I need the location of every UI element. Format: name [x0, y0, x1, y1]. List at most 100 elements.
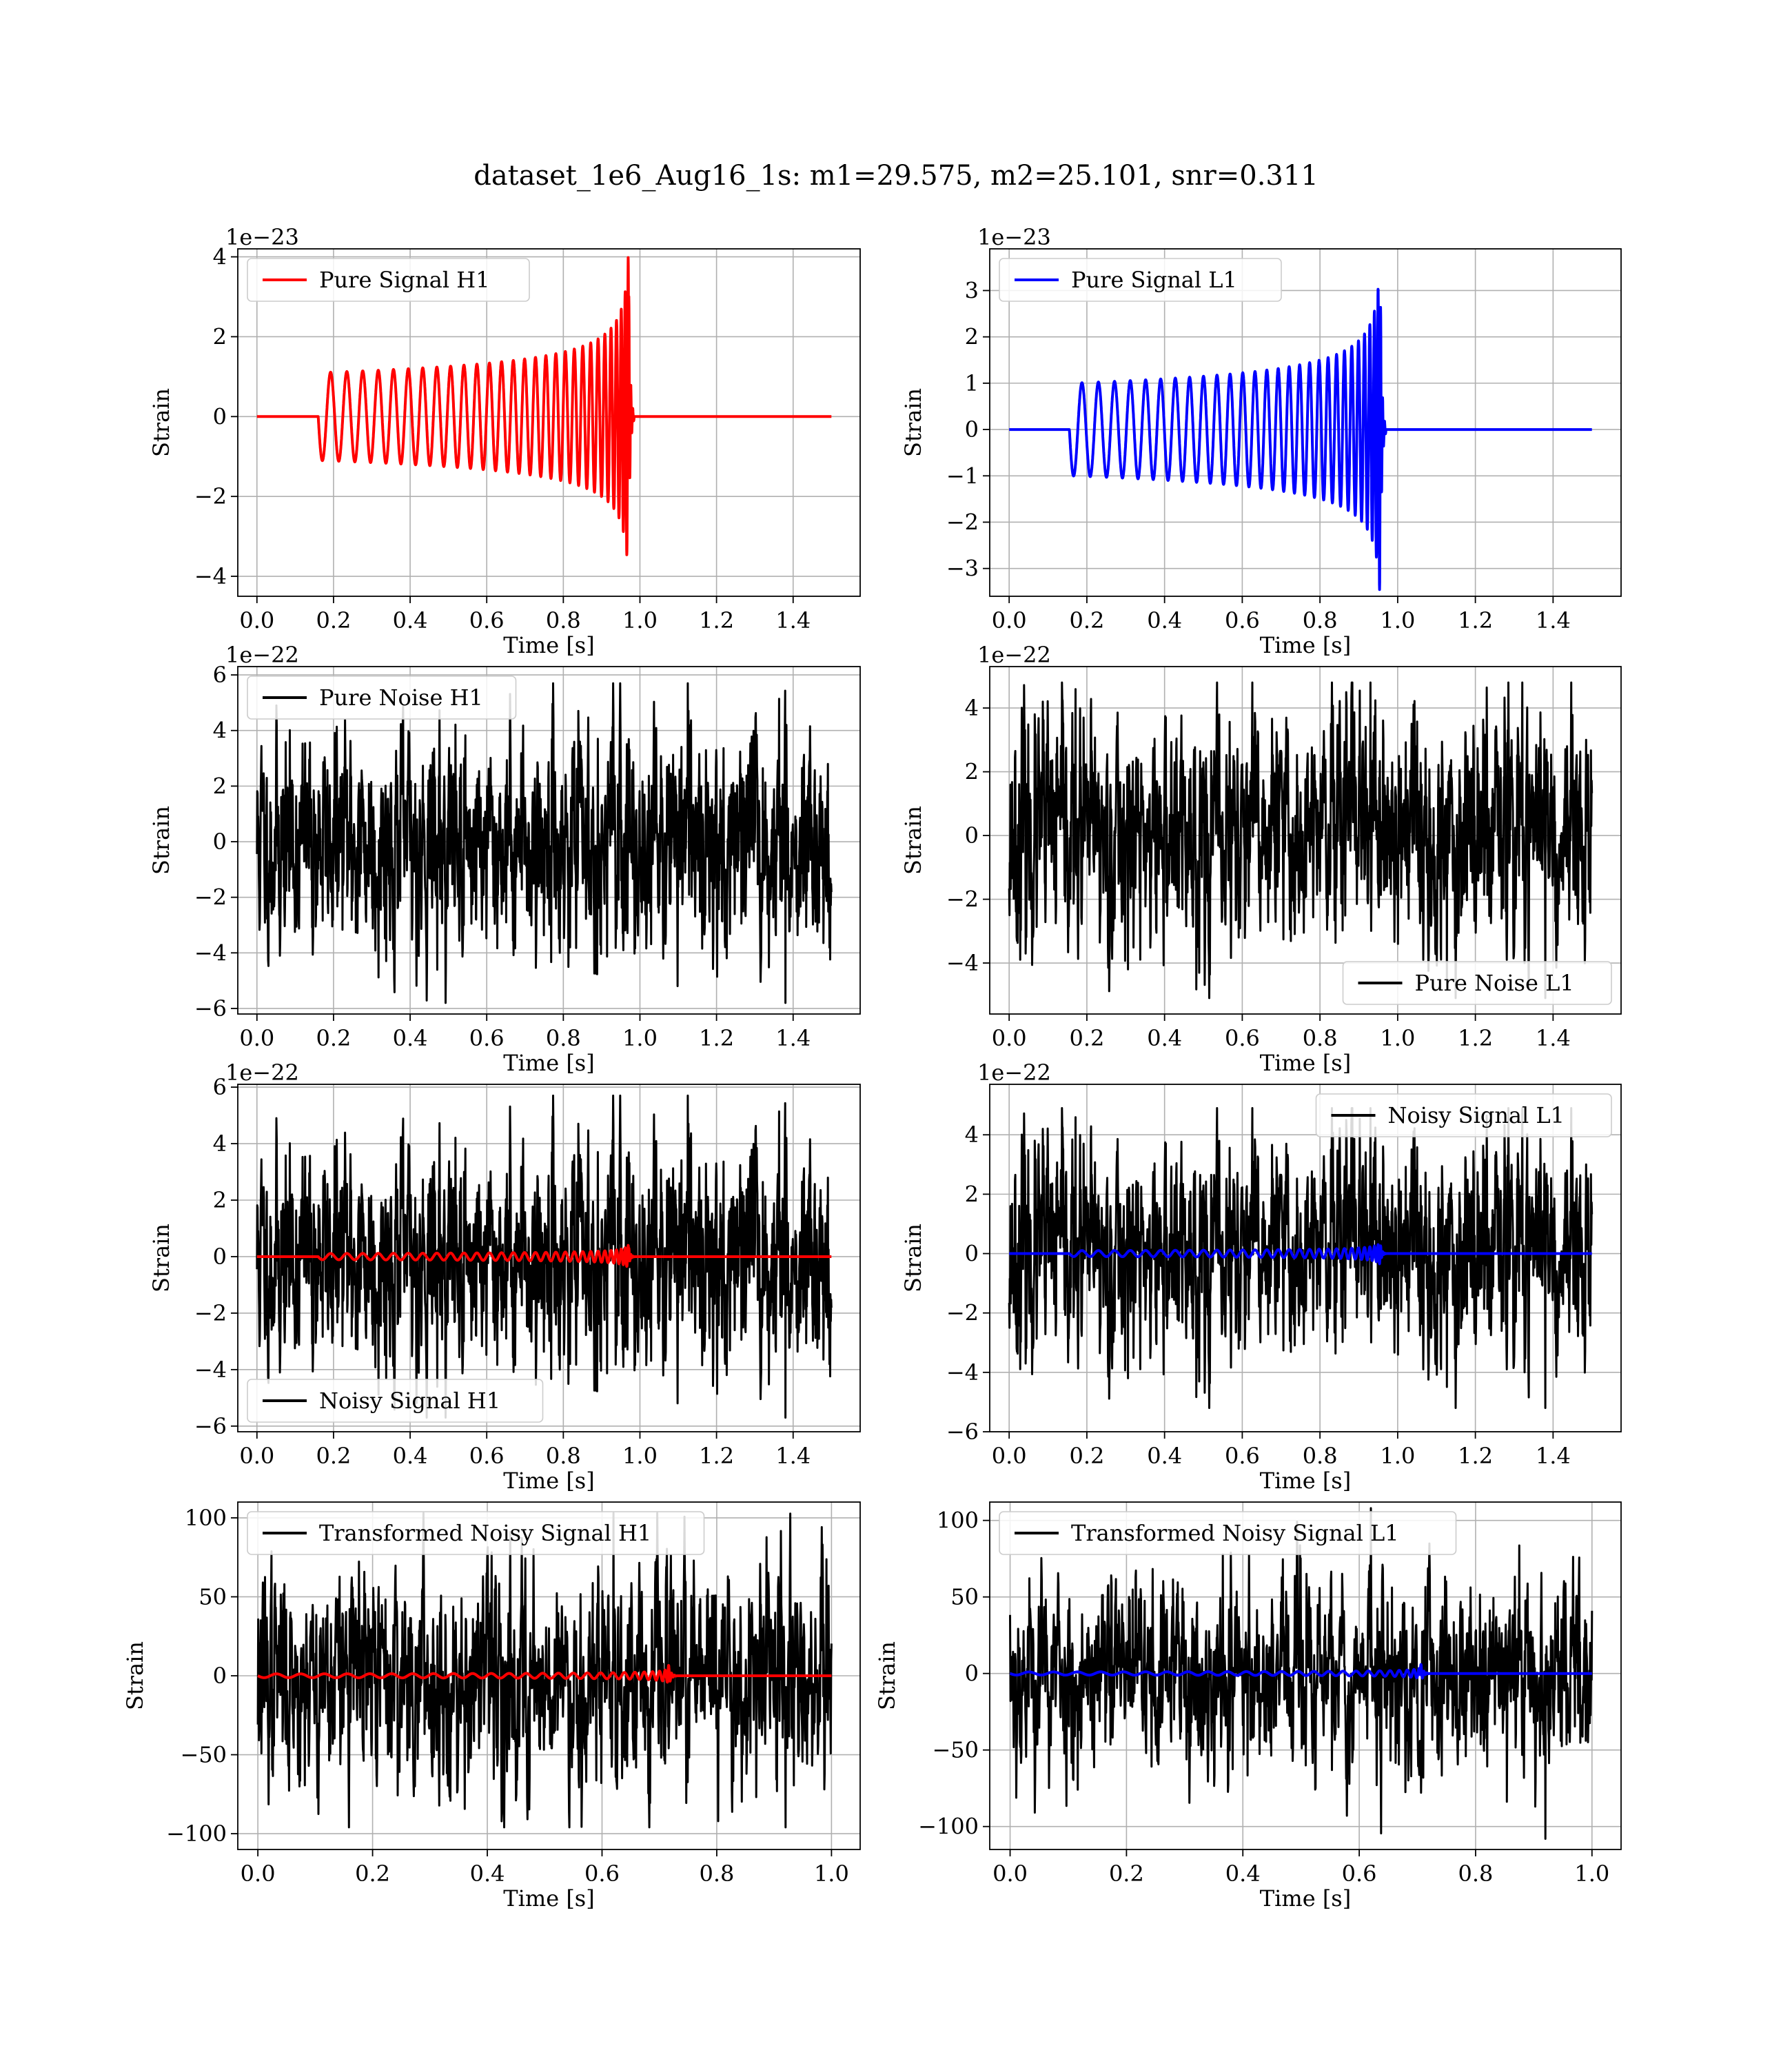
- legend-label: Transformed Noisy Signal H1: [319, 1520, 651, 1546]
- y-tick-label: 0: [213, 829, 227, 855]
- x-tick-label: 1.2: [1458, 1443, 1493, 1469]
- x-tick-label: 1.0: [1380, 607, 1415, 633]
- axes-frame: [989, 1084, 1622, 1432]
- y-tick-label: −6: [194, 995, 227, 1022]
- panel-pure-signal-l1: 0.0 0.2 0.4 0.6 0.8 1.0 1.2 1.4 −3 −2 −1 0 1 2 3 Time […: [900, 224, 1622, 658]
- y-tick-label: −50: [932, 1737, 979, 1763]
- x-tick-label: 0.6: [1225, 1025, 1260, 1051]
- y-axis-label: Strain: [148, 1224, 174, 1292]
- x-tick-label: 0.8: [1303, 1025, 1338, 1051]
- x-tick-label: 0.8: [1303, 1443, 1338, 1469]
- x-tick-label: 0.0: [992, 1443, 1027, 1469]
- legend: Pure Signal L1: [999, 258, 1282, 302]
- x-tick-label: 1.4: [1536, 607, 1571, 633]
- x-tick-label: 0.0: [992, 1025, 1027, 1051]
- series-line-noise: [256, 1512, 833, 1829]
- y-axis-label: Strain: [874, 1641, 900, 1710]
- x-tick-label: 0.0: [992, 607, 1027, 633]
- x-tick-label: 0.6: [469, 607, 505, 633]
- x-tick-label: 0.6: [469, 1025, 505, 1051]
- y-tick-label: −4: [946, 1359, 979, 1386]
- y-tick-label: −2: [946, 509, 979, 535]
- legend: Pure Noise L1: [1342, 961, 1612, 1005]
- x-axis-label: Time [s]: [503, 1885, 594, 1912]
- y-tick-label: 4: [965, 1122, 979, 1148]
- x-tick-label: 0.4: [393, 1025, 428, 1051]
- y-tick-label: 4: [213, 1131, 227, 1157]
- x-tick-label: 1.2: [699, 607, 734, 633]
- legend-label: Pure Noise H1: [319, 685, 483, 711]
- x-tick-label: 0.2: [316, 607, 351, 633]
- panel-pure-noise-h1: 0.0 0.2 0.4 0.6 0.8 1.0 1.2 1.4 −6 −4 −2 0 2 4 6 Time […: [148, 642, 861, 1076]
- offset-text: 1e−22: [977, 1060, 1051, 1086]
- y-axis-label: Strain: [122, 1641, 148, 1710]
- y-axis-label: Strain: [900, 806, 926, 875]
- offset-text: 1e−22: [225, 642, 299, 668]
- series-line-signal: [256, 1664, 833, 1684]
- legend-box: [999, 1511, 1457, 1555]
- x-tick-label: 1.0: [1380, 1025, 1415, 1051]
- x-tick-label: 0.2: [316, 1443, 351, 1469]
- offset-text: 1e−22: [225, 1060, 299, 1086]
- x-tick-label: 0.2: [355, 1861, 390, 1887]
- x-tick-label: 1.0: [1380, 1443, 1415, 1469]
- legend: Transformed Noisy Signal H1: [247, 1511, 705, 1555]
- series-line-noise: [256, 1094, 833, 1419]
- x-tick-label: 0.4: [1147, 1025, 1182, 1051]
- y-tick-label: 4: [213, 718, 227, 744]
- y-tick-label: 3: [965, 277, 979, 303]
- x-tick-label: 0.8: [699, 1861, 734, 1887]
- x-tick-label: 1.4: [1536, 1443, 1571, 1469]
- y-tick-label: 2: [213, 1187, 227, 1213]
- x-tick-label: 0.6: [469, 1443, 505, 1469]
- legend: Transformed Noisy Signal L1: [999, 1511, 1457, 1555]
- y-tick-label: −2: [946, 886, 979, 913]
- legend-box: [247, 258, 530, 302]
- y-tick-label: −50: [180, 1742, 227, 1768]
- x-tick-label: 0.0: [239, 607, 274, 633]
- x-tick-label: 0.8: [546, 607, 581, 633]
- legend: Pure Signal H1: [247, 258, 530, 302]
- x-tick-label: 0.6: [1225, 607, 1260, 633]
- y-tick-label: 0: [965, 1241, 979, 1267]
- x-axis-label: Time [s]: [503, 1050, 594, 1076]
- y-tick-label: 50: [198, 1583, 227, 1610]
- panel-transformed-noisy-signal-h1: 0.0 0.2 0.4 0.6 0.8 1.0 −100 −50 0 50 100 Time [s] S…: [122, 1501, 861, 1912]
- x-tick-label: 1.0: [622, 1025, 658, 1051]
- x-axis-label: Time [s]: [503, 632, 594, 658]
- y-tick-label: −2: [194, 483, 227, 509]
- x-tick-label: 0.2: [316, 1025, 351, 1051]
- x-tick-label: 0.4: [1147, 1443, 1182, 1469]
- x-tick-label: 0.4: [393, 1443, 428, 1469]
- x-tick-label: 1.4: [775, 1025, 811, 1051]
- y-tick-label: 2: [213, 323, 227, 349]
- x-tick-label: 0.4: [470, 1861, 505, 1887]
- legend-box: [247, 1511, 705, 1555]
- axes-frame: [237, 1084, 861, 1432]
- x-axis-label: Time [s]: [1260, 1468, 1351, 1494]
- x-tick-label: 0.2: [1069, 607, 1104, 633]
- series-line-signal: [1008, 1663, 1594, 1680]
- legend: Noisy Signal L1: [1315, 1093, 1612, 1137]
- x-tick-label: 0.6: [1342, 1861, 1377, 1887]
- x-tick-label: 1.2: [699, 1025, 734, 1051]
- x-tick-label: 1.4: [1536, 1025, 1571, 1051]
- legend-label: Noisy Signal L1: [1388, 1102, 1565, 1128]
- y-tick-label: 6: [213, 662, 227, 688]
- offset-text: 1e−23: [225, 224, 299, 250]
- y-tick-label: 4: [213, 244, 227, 270]
- x-tick-label: 0.4: [1225, 1861, 1261, 1887]
- y-tick-label: −100: [166, 1821, 227, 1847]
- y-tick-label: −2: [194, 1300, 227, 1326]
- x-tick-label: 0.0: [241, 1861, 276, 1887]
- x-tick-label: 0.4: [1147, 607, 1182, 633]
- x-tick-label: 1.0: [622, 607, 658, 633]
- x-tick-label: 0.8: [1303, 607, 1338, 633]
- y-tick-label: −6: [946, 1419, 979, 1445]
- y-tick-label: 100: [185, 1505, 227, 1531]
- legend-box: [1342, 961, 1612, 1005]
- y-tick-label: −100: [918, 1814, 979, 1840]
- legend-label: Transformed Noisy Signal L1: [1071, 1520, 1399, 1546]
- y-tick-label: −4: [194, 1357, 227, 1383]
